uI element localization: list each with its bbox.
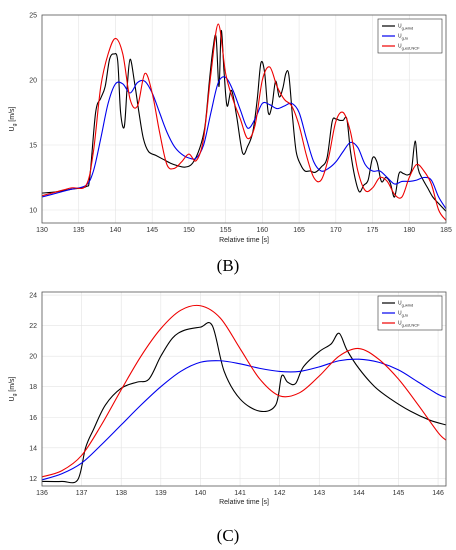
panel-label: (B): [217, 256, 240, 275]
series-line-lo: [42, 358, 446, 481]
y-tick-label: 14: [29, 445, 37, 452]
y-tick-label: 12: [29, 476, 37, 483]
x-tick-label: 145: [393, 490, 405, 497]
y-tick-label: 10: [29, 208, 37, 215]
x-tick-label: 155: [220, 227, 232, 234]
x-tick-label: 146: [432, 490, 444, 497]
x-tick-label: 180: [403, 227, 415, 234]
x-tick-label: 136: [36, 490, 48, 497]
x-tick-label: 135: [73, 227, 85, 234]
x-axis-title: Relative time [s]: [219, 237, 269, 244]
y-tick-label: 20: [29, 354, 37, 361]
x-tick-label: 185: [440, 227, 452, 234]
series-line-est-ncf: [42, 23, 446, 221]
y-tick-label: 15: [29, 143, 37, 150]
legend-entry: Ug,lo: [398, 311, 409, 318]
x-tick-label: 137: [76, 490, 88, 497]
legend-entry: Ug,wind: [398, 24, 413, 31]
legend-entry: Ug,lo: [398, 34, 409, 41]
y-tick-label: 22: [29, 323, 37, 330]
x-tick-label: 150: [183, 227, 195, 234]
panel-label: (C): [217, 526, 240, 545]
axes-frame: [41, 291, 447, 487]
x-tick-label: 165: [293, 227, 305, 234]
x-tick-label: 138: [115, 490, 127, 497]
y-axis-title: Ug [m/s]: [9, 376, 18, 401]
x-tick-label: 140: [195, 490, 207, 497]
x-tick-label: 140: [110, 227, 122, 234]
y-axis-title: Ug [m/s]: [9, 106, 18, 131]
axes-frame: [41, 14, 447, 224]
x-tick-label: 141: [234, 490, 246, 497]
x-tick-label: 130: [36, 227, 48, 234]
x-tick-label: 160: [257, 227, 269, 234]
x-tick-label: 170: [330, 227, 342, 234]
x-tick-label: 139: [155, 490, 167, 497]
x-tick-label: 142: [274, 490, 286, 497]
series-line-wind: [42, 30, 446, 212]
series-line-est-ncf: [42, 304, 446, 478]
legend: Ug,wind Ug,lo Ug,est,NCF: [377, 295, 443, 331]
chart-panel-c: 136 137 138 139 140 141 142 143 144 145 146 12 14 16 1…: [9, 291, 447, 545]
legend-entry: Ug,est,NCF: [398, 44, 420, 51]
y-tick-label: 18: [29, 384, 37, 391]
x-axis-title: Relative time [s]: [219, 499, 269, 506]
y-tick-label: 16: [29, 415, 37, 422]
y-tick-label: 25: [29, 13, 37, 20]
x-tick-label: 143: [313, 490, 325, 497]
x-tick-label: 144: [353, 490, 365, 497]
x-tick-label: 145: [146, 227, 158, 234]
chart-panel-b: 130 135 140 145 150 155 160 165 170 175 180 185 10 15…: [9, 13, 452, 276]
y-tick-label: 20: [29, 78, 37, 85]
y-tick-label: 24: [29, 293, 37, 300]
legend-entry: Ug,wind: [398, 301, 413, 308]
series-line-wind: [42, 322, 446, 484]
legend-entry: Ug,est,NCF: [398, 321, 420, 328]
x-tick-label: 175: [367, 227, 379, 234]
legend: Ug,wind Ug,lo Ug,est,NCF: [377, 18, 443, 54]
